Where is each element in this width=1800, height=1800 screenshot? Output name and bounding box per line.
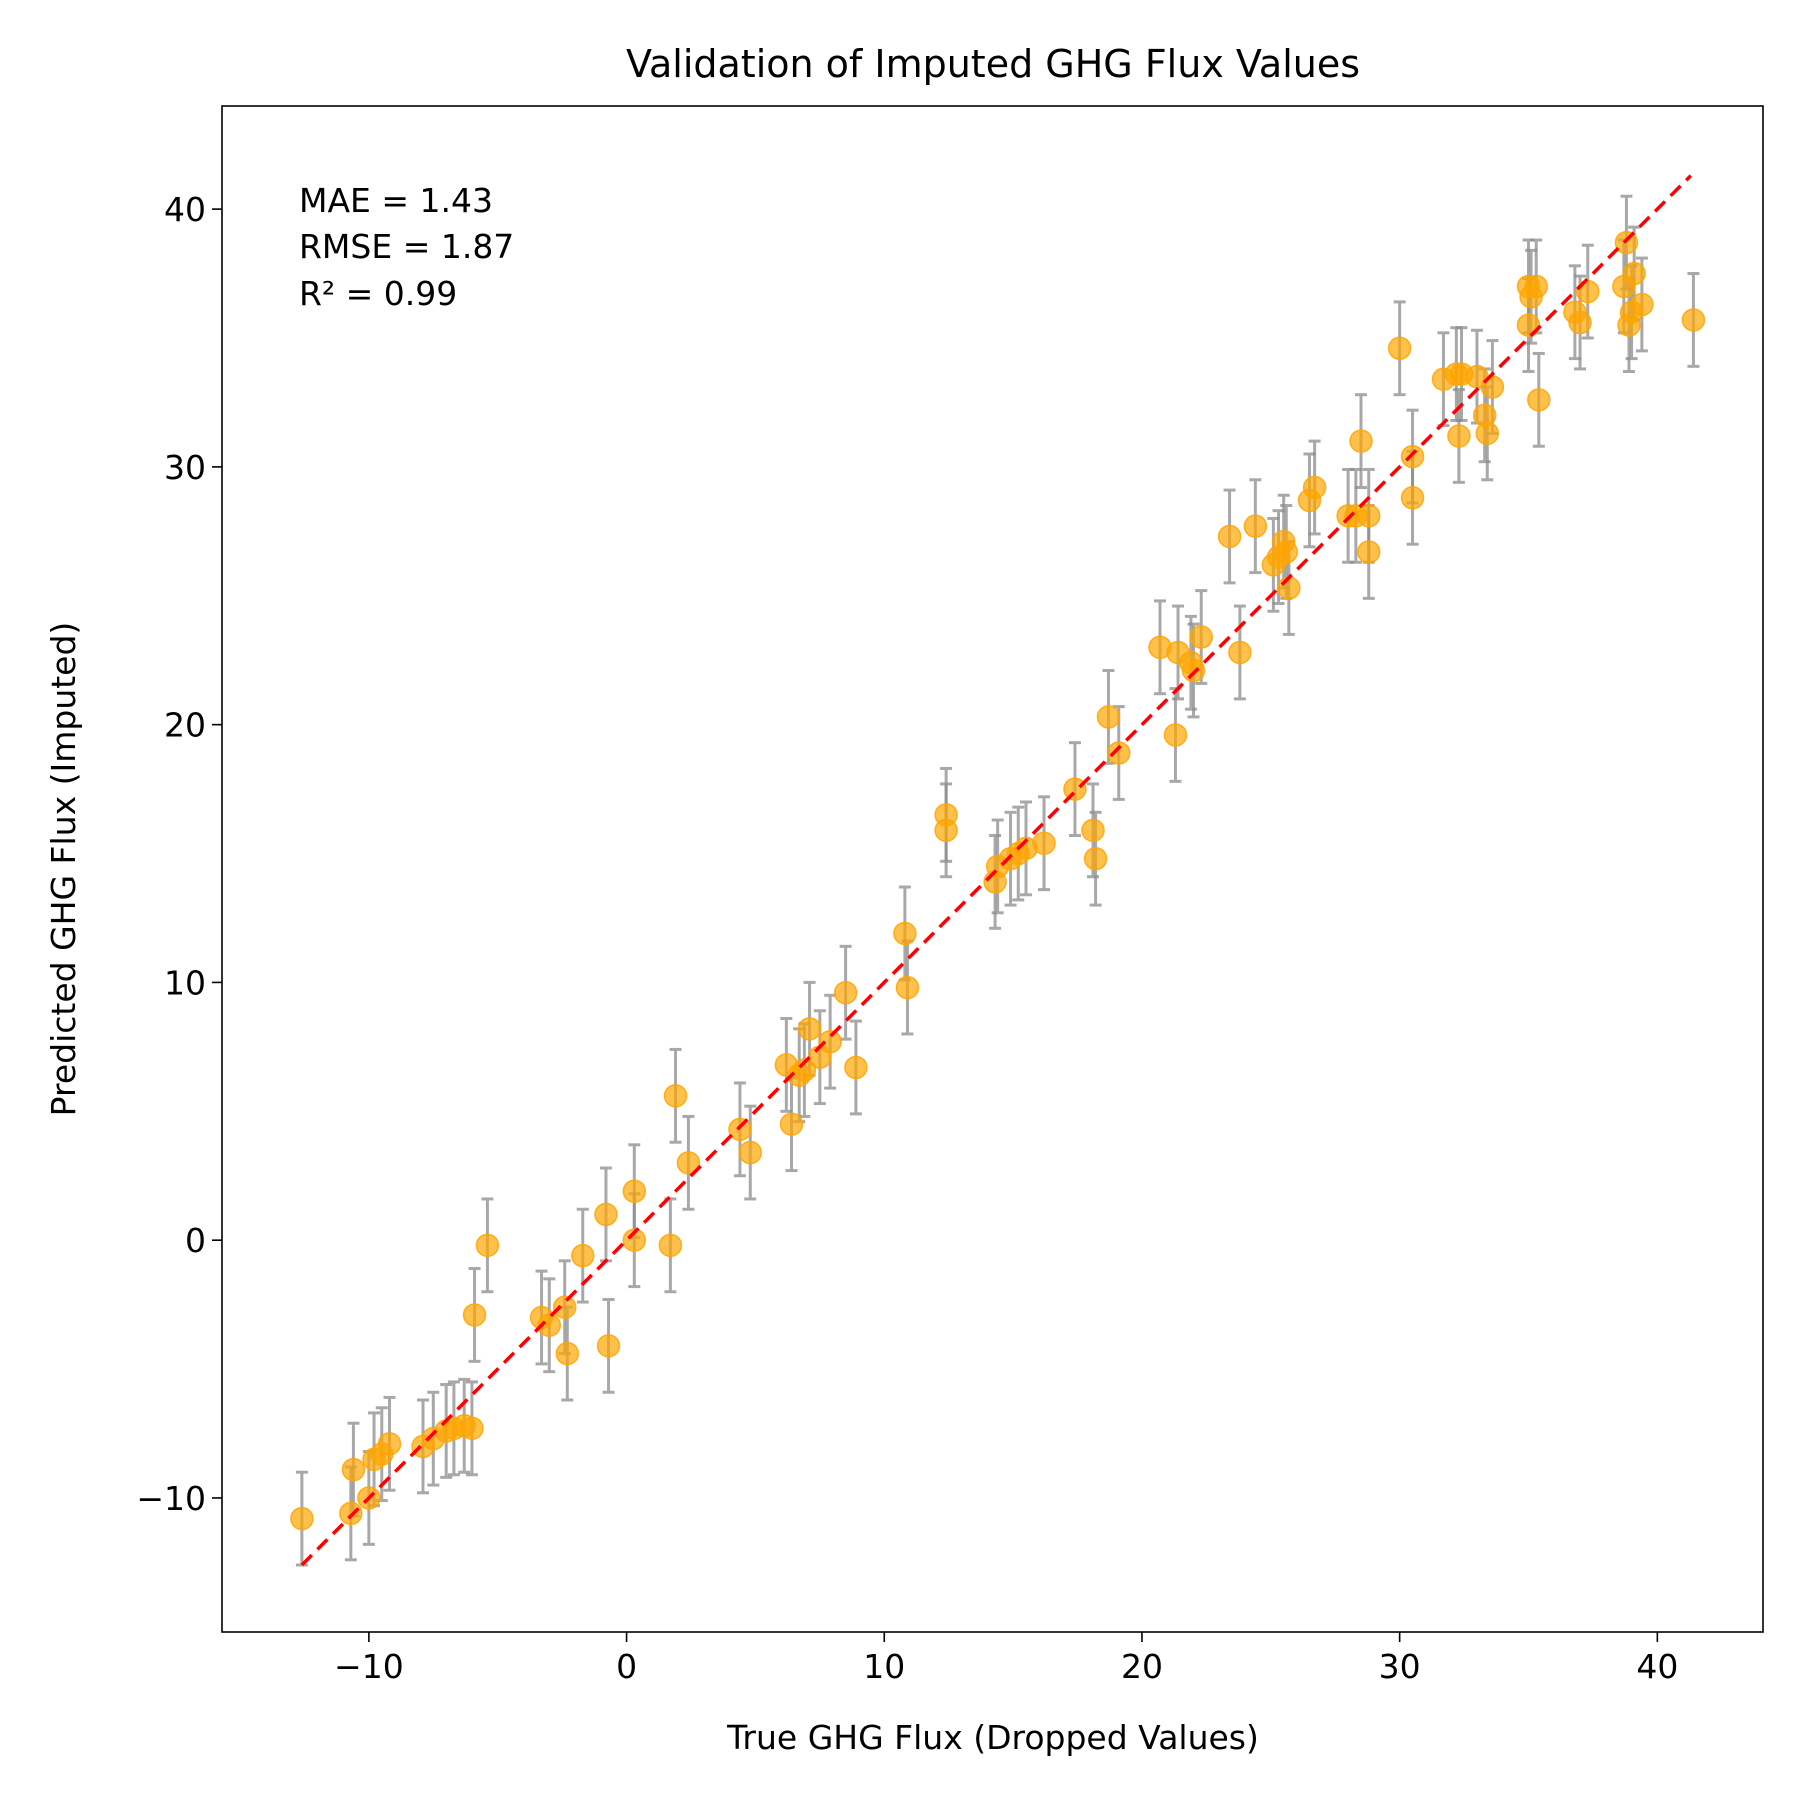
data-point xyxy=(1400,486,1425,510)
mae-label: MAE = 1.43 xyxy=(299,181,493,220)
data-point xyxy=(1274,540,1299,564)
data-point xyxy=(1524,274,1548,299)
data-point xyxy=(596,1334,621,1358)
y-tick-label: −10 xyxy=(136,1479,206,1518)
plot-area xyxy=(221,105,1764,1633)
data-point xyxy=(738,1140,763,1165)
x-axis: −10 0 10 20 30 40 xyxy=(334,1632,1678,1686)
data-point xyxy=(1630,292,1654,317)
data-point xyxy=(1622,261,1646,286)
data-point xyxy=(462,1303,487,1327)
data-point xyxy=(895,975,920,1000)
data-point xyxy=(339,1501,363,1526)
y-tick-label: 20 xyxy=(164,706,206,745)
stats-annotation: MAE = 1.43 RMSE = 1.87 R² = 0.99 xyxy=(299,181,514,313)
x-tick-label: −10 xyxy=(334,1647,404,1686)
data-point xyxy=(1081,818,1105,843)
identity-line xyxy=(300,174,1693,1567)
data-point xyxy=(1447,424,1471,448)
data-point xyxy=(1356,504,1381,528)
data-point xyxy=(622,1228,647,1252)
x-tick-label: 10 xyxy=(863,1647,905,1686)
data-point xyxy=(844,1055,868,1080)
rmse-label: RMSE = 1.87 xyxy=(299,227,514,266)
data-point xyxy=(1217,524,1242,549)
data-point xyxy=(934,818,958,843)
data-point xyxy=(622,1179,647,1203)
data-point xyxy=(792,1058,817,1082)
data-point xyxy=(475,1233,500,1258)
r2-label: R² = 0.99 xyxy=(299,274,457,313)
data-point xyxy=(658,1233,683,1258)
data-point xyxy=(1302,475,1327,500)
x-tick-label: 0 xyxy=(616,1647,637,1686)
data-point xyxy=(1475,421,1500,446)
data-point xyxy=(1032,831,1056,855)
y-tick-label: 30 xyxy=(164,448,206,487)
y-axis-label: Predicted GHG Flux (Imputed) xyxy=(44,622,83,1117)
data-point xyxy=(341,1457,366,1482)
data-point xyxy=(1107,741,1131,765)
data-point xyxy=(1181,658,1206,683)
data-point xyxy=(893,921,917,946)
data-point xyxy=(818,1029,842,1054)
data-point xyxy=(1063,777,1087,801)
data-point xyxy=(1356,540,1381,564)
data-point xyxy=(1387,336,1412,361)
data-point xyxy=(1516,313,1541,337)
data-point xyxy=(1277,576,1301,600)
data-point xyxy=(594,1202,618,1227)
chart-title: Validation of Imputed GHG Flux Values xyxy=(626,42,1360,86)
data-point xyxy=(1243,514,1268,538)
data-point xyxy=(676,1151,701,1175)
data-point xyxy=(290,1506,314,1531)
x-axis-label: True GHG Flux (Dropped Values) xyxy=(726,1718,1259,1757)
y-tick-label: 10 xyxy=(164,963,206,1002)
data-point xyxy=(1228,640,1252,665)
x-tick-label: 40 xyxy=(1636,1647,1678,1686)
data-point xyxy=(460,1416,484,1441)
data-point xyxy=(1189,625,1213,649)
data-point xyxy=(1576,279,1600,304)
data-point xyxy=(377,1432,402,1456)
data-point xyxy=(728,1117,752,1142)
y-axis: −10 0 10 20 30 40 xyxy=(136,190,222,1518)
data-point xyxy=(537,1313,562,1338)
y-tick-label: 40 xyxy=(164,190,206,229)
data-point xyxy=(1568,310,1592,335)
x-tick-label: 30 xyxy=(1379,1647,1421,1686)
data-point xyxy=(1400,444,1425,469)
data-point xyxy=(833,980,858,1005)
data-point xyxy=(779,1112,804,1136)
data-point xyxy=(555,1341,580,1366)
data-point xyxy=(1527,388,1551,412)
data-point xyxy=(1163,723,1188,747)
data-point xyxy=(1681,308,1706,332)
x-tick-label: 20 xyxy=(1121,1647,1163,1686)
data-point xyxy=(1349,429,1373,453)
plot-frame xyxy=(221,105,1764,1633)
data-point xyxy=(1614,230,1639,255)
data-points xyxy=(290,230,1706,1531)
y-tick-label: 0 xyxy=(185,1221,206,1260)
data-point xyxy=(1480,375,1505,399)
data-point xyxy=(663,1084,688,1108)
data-point xyxy=(1083,846,1108,871)
data-point xyxy=(552,1295,577,1319)
data-point xyxy=(1096,705,1121,729)
data-point xyxy=(797,1017,822,1041)
data-point xyxy=(571,1243,595,1268)
